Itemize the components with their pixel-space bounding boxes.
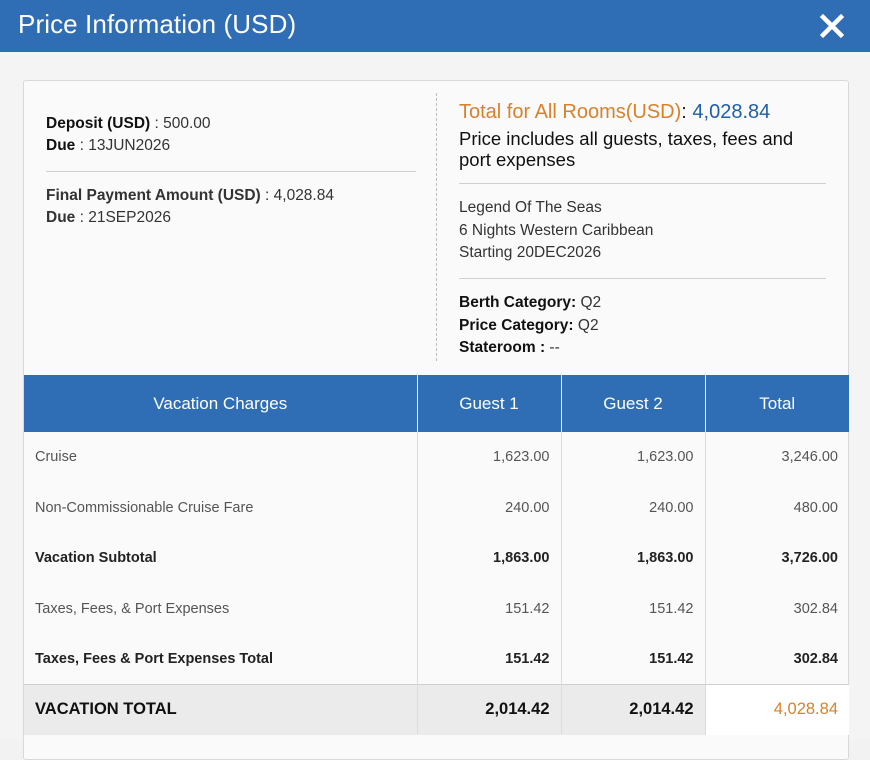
- deposit-due-label: Due: [46, 137, 76, 154]
- charge-name: Taxes, Fees & Port Expenses Total: [24, 634, 418, 685]
- divider: [459, 278, 826, 279]
- total-amount: 302.84: [793, 651, 838, 667]
- deposit-label: Deposit (USD): [46, 115, 151, 132]
- deposit-due-value: : 13JUN2026: [79, 137, 171, 154]
- table-row: Vacation Subtotal 1,863.00 1,863.00 3,72…: [24, 533, 849, 584]
- table-row: Non-Commissionable Cruise Fare 240.00 24…: [24, 482, 849, 533]
- stateroom-label: Stateroom :: [459, 339, 546, 356]
- close-button[interactable]: [814, 8, 850, 44]
- total-amount: 3,726.00: [781, 550, 838, 567]
- guest-2-amount: 151.42: [561, 634, 706, 685]
- column-header: Total: [705, 375, 849, 432]
- total-colon: :: [681, 101, 687, 123]
- charges-table: Vacation Charges Guest 1 Guest 2 Total C…: [24, 375, 849, 735]
- guest-1-amount: 240.00: [417, 482, 562, 533]
- stateroom-value: --: [545, 339, 560, 356]
- total-amount: 302.84: [793, 600, 838, 617]
- summary-section: Total for All Rooms(USD): 4,028.84 Price…: [459, 101, 829, 170]
- berth-category-label: Berth Category:: [459, 294, 577, 311]
- deposit-section: Deposit (USD) : 500.00 Due : 13JUN2026: [46, 113, 416, 157]
- charge-name: Non-Commissionable Cruise Fare: [24, 482, 418, 533]
- guest-2-amount: 1,623.00: [561, 432, 706, 483]
- sail-date: Starting 20DEC2026: [459, 244, 602, 261]
- final-due-label: Due: [46, 209, 76, 226]
- guest-2-amount: 240.00: [561, 482, 706, 533]
- final-payment-label: Final Payment Amount (USD): [46, 187, 261, 204]
- guest-2-amount: 151.42: [561, 583, 706, 634]
- total-all-rooms: Total for All Rooms(USD): 4,028.84: [459, 101, 829, 124]
- divider: [459, 183, 826, 184]
- table-row: Taxes, Fees & Port Expenses Total 151.42…: [24, 634, 849, 685]
- table-header-row: Vacation Charges Guest 1 Guest 2 Total: [24, 375, 849, 432]
- divider: [46, 171, 416, 172]
- modal-header: Price Information (USD): [0, 0, 870, 52]
- guest-1-amount: 151.42: [417, 583, 562, 634]
- vertical-divider: [436, 93, 437, 361]
- price-panel: Deposit (USD) : 500.00 Due : 13JUN2026 F…: [23, 80, 849, 760]
- vacation-total-label: VACATION TOTAL: [24, 684, 418, 735]
- column-header: Vacation Charges: [24, 375, 418, 432]
- berth-category-value: Q2: [576, 294, 602, 311]
- vacation-total-row: VACATION TOTAL 2,014.42 2,014.42 4,028.8…: [24, 684, 849, 735]
- final-payment-value: : 4,028.84: [265, 187, 334, 204]
- guest-2-total: 2,014.42: [561, 684, 706, 735]
- guest-2-amount: 1,863.00: [561, 533, 706, 584]
- close-icon: [819, 13, 845, 39]
- total-amount: 3,246.00: [781, 449, 838, 466]
- column-header: Guest 2: [561, 375, 706, 432]
- price-category-value: Q2: [573, 316, 599, 334]
- guest-1-amount: 1,623.00: [417, 432, 562, 483]
- grand-total: 4,028.84: [705, 684, 849, 735]
- price-includes-note: Price includes all guests, taxes, fees a…: [459, 128, 794, 170]
- charge-name: Vacation Subtotal: [24, 533, 418, 584]
- total-value: 4,028.84: [686, 101, 771, 123]
- ship-info: Legend Of The Seas 6 Nights Western Cari…: [459, 197, 653, 265]
- table-row: Taxes, Fees, & Port Expenses 151.42 151.…: [24, 583, 849, 634]
- deposit-value: : 500.00: [154, 115, 211, 132]
- guest-1-amount: 151.42: [417, 634, 562, 685]
- final-payment-section: Final Payment Amount (USD) : 4,028.84 Du…: [46, 185, 416, 229]
- modal-title: Price Information (USD): [18, 9, 297, 39]
- itinerary: 6 Nights Western Caribbean: [459, 221, 654, 239]
- table-row: Cruise 1,623.00 1,623.00 3,246.00: [24, 432, 849, 483]
- total-label: Total for All Rooms(USD): [459, 101, 682, 123]
- charge-name: Taxes, Fees, & Port Expenses: [24, 583, 418, 634]
- charge-name: Cruise: [24, 432, 418, 483]
- price-category-label: Price Category:: [459, 316, 574, 334]
- total-amount: 480.00: [793, 499, 838, 516]
- column-header: Guest 1: [417, 375, 562, 432]
- final-due-value: : 21SEP2026: [79, 209, 171, 226]
- category-info: Berth Category: Q2 Price Category: Q2 St…: [459, 292, 601, 360]
- ship-name: Legend Of The Seas: [459, 199, 602, 216]
- guest-1-total: 2,014.42: [417, 684, 562, 735]
- guest-1-amount: 1,863.00: [417, 533, 562, 584]
